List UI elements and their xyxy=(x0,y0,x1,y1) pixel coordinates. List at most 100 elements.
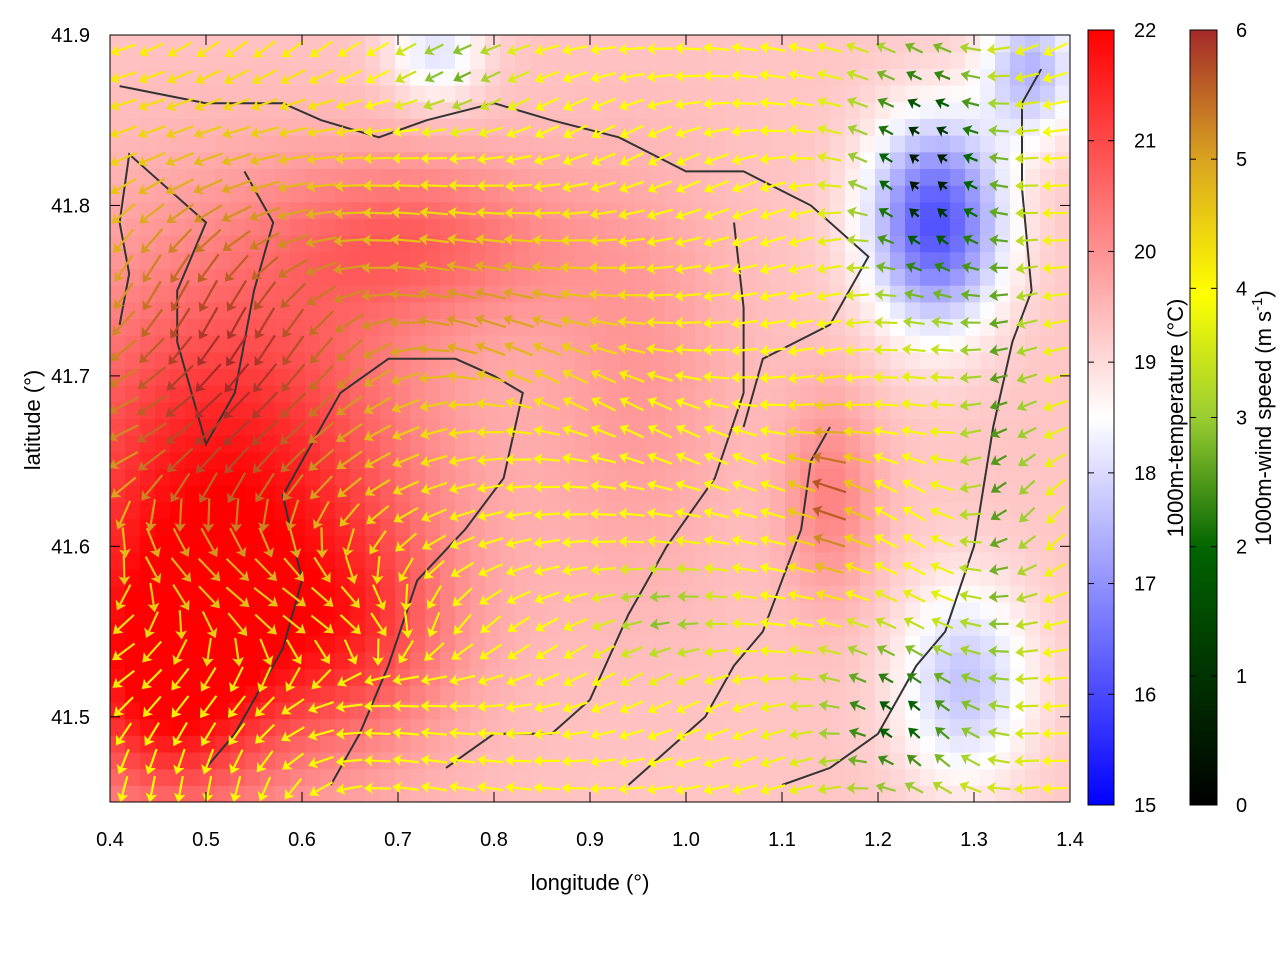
temperature-cell xyxy=(860,518,876,536)
temperature-cell xyxy=(455,668,471,686)
temperature-cell xyxy=(860,768,876,786)
temperature-cell xyxy=(305,568,321,586)
temperature-cell xyxy=(710,768,726,786)
temperature-cell xyxy=(320,535,336,553)
temperature-cell xyxy=(905,601,921,620)
temperature-cell xyxy=(335,685,351,703)
temperature-cell xyxy=(560,51,576,69)
temperature-cell xyxy=(395,468,411,486)
temperature-cell xyxy=(305,218,321,236)
temperature-cell xyxy=(440,35,456,53)
temperature-cell xyxy=(335,501,351,520)
temperature-cell xyxy=(395,685,411,703)
temperature-cell xyxy=(395,551,411,570)
temperature-cell xyxy=(230,468,246,486)
temperature-cell xyxy=(920,435,936,453)
temperature-cell xyxy=(800,185,816,203)
temperature-cell xyxy=(830,235,846,253)
temperature-cell xyxy=(275,218,291,236)
temperature-cell xyxy=(980,435,996,453)
temperature-cell xyxy=(320,501,336,520)
temperature-cell xyxy=(140,51,156,69)
temperature-cell xyxy=(365,618,381,636)
temperature-cell xyxy=(365,535,381,553)
temperature-cell xyxy=(860,668,876,686)
temperature-cell xyxy=(710,435,726,453)
temperature-cell xyxy=(320,301,336,320)
temperature-cell xyxy=(485,168,501,186)
temperature-cell xyxy=(275,418,291,436)
temperature-cell xyxy=(140,568,156,586)
temperature-cell xyxy=(500,551,516,570)
temperature-cell xyxy=(890,468,906,486)
temperature-cell xyxy=(920,301,936,320)
temperature-cell xyxy=(125,301,141,320)
temperature-cell xyxy=(185,451,201,470)
temperature-cell xyxy=(545,535,561,553)
temperature-cell xyxy=(350,435,366,453)
temperature-cell xyxy=(545,185,561,203)
temperature-cell xyxy=(845,685,861,703)
temperature-cell xyxy=(770,268,786,286)
temperature-cell xyxy=(785,301,801,320)
temperature-cell xyxy=(710,385,726,403)
temperature-cell xyxy=(920,201,936,220)
temperature-cell xyxy=(590,168,606,186)
temperature-cell xyxy=(965,51,981,69)
temperature-cell xyxy=(170,535,186,553)
temperature-cell xyxy=(470,268,486,286)
temperature-cell xyxy=(995,568,1011,586)
temperature-cell xyxy=(1010,768,1026,786)
temperature-cell xyxy=(215,285,231,303)
temperature-cell xyxy=(305,535,321,553)
colorbar-tick-label: 17 xyxy=(1134,574,1156,596)
temperature-cell xyxy=(395,218,411,236)
temperature-cell xyxy=(710,51,726,69)
temperature-cell xyxy=(350,151,366,169)
temperature-cell xyxy=(350,185,366,203)
temperature-cell xyxy=(515,651,531,670)
temperature-cell xyxy=(410,685,426,703)
temperature-cell xyxy=(350,68,366,86)
temperature-cell xyxy=(470,751,486,770)
temperature-cell xyxy=(170,501,186,520)
wind-speed-colorbar: 0 1 2 3 4 5 6 1000m-wind speed (m s-1) xyxy=(1189,20,1276,817)
temperature-cell xyxy=(890,751,906,770)
temperature-cell xyxy=(470,468,486,486)
temperature-cell xyxy=(230,401,246,420)
temperature-cell xyxy=(590,85,606,103)
temperature-cell xyxy=(545,135,561,153)
temperature-cell xyxy=(1055,68,1070,86)
temperature-cell xyxy=(305,301,321,320)
temperature-cell xyxy=(440,651,456,670)
temperature-cell xyxy=(770,51,786,69)
temperature-cell xyxy=(470,768,486,786)
temperature-cell xyxy=(650,601,666,620)
temperature-cell xyxy=(800,635,816,653)
temperature-cell xyxy=(545,235,561,253)
temperature-cell xyxy=(125,135,141,153)
temperature-cell xyxy=(245,468,261,486)
temperature-cell xyxy=(185,568,201,586)
temperature-cell xyxy=(710,551,726,570)
temperature-cell xyxy=(260,735,276,753)
temperature-cell xyxy=(875,218,891,236)
temperature-cell xyxy=(965,601,981,620)
temperature-cell xyxy=(740,435,756,453)
temperature-cell xyxy=(410,268,426,286)
temperature-cell xyxy=(665,601,681,620)
temperature-cell xyxy=(950,101,966,119)
temperature-cell xyxy=(230,101,246,119)
temperature-cell xyxy=(755,218,771,236)
temperature-cell xyxy=(500,101,516,119)
temperature-cell xyxy=(575,735,591,753)
temperature-cell xyxy=(290,351,306,370)
temperature-cell xyxy=(710,518,726,536)
temperature-cell xyxy=(875,518,891,536)
temperature-cell xyxy=(485,151,501,169)
temperature-cell xyxy=(1055,118,1070,136)
temperature-cell xyxy=(995,51,1011,69)
temperature-cell xyxy=(260,368,276,386)
temperature-cell xyxy=(1055,35,1070,53)
temperature-cell xyxy=(620,501,636,520)
